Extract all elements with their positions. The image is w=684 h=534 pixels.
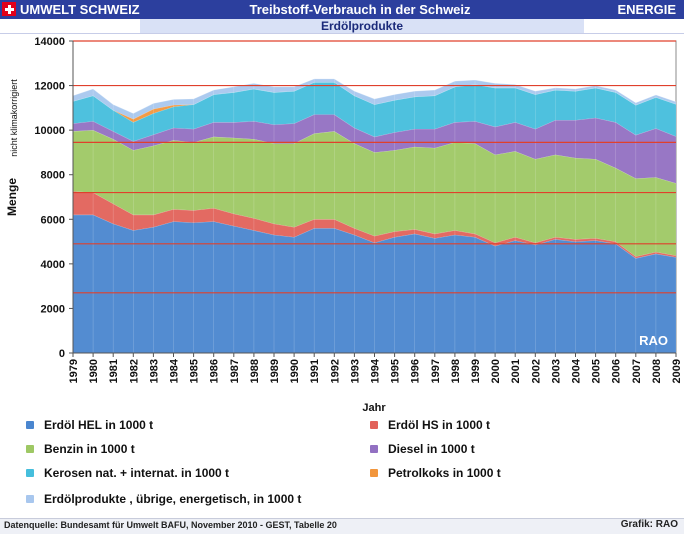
header-divider (0, 33, 684, 34)
x-tick-label: 1991 (309, 359, 321, 383)
x-tick-label: 2002 (530, 359, 542, 383)
legend-label: Diesel in 1000 t (388, 442, 475, 456)
legend-label: Petrolkoks in 1000 t (388, 466, 501, 480)
x-tick-label: 2003 (550, 359, 562, 383)
legend-label: Erdölprodukte , übrige, energetisch, in … (44, 492, 302, 506)
y-axis-title: Menge (5, 178, 19, 216)
x-tick-label: 2000 (490, 359, 502, 383)
area-benzin (73, 130, 676, 257)
x-tick-label: 1983 (148, 359, 160, 383)
x-tick-label: 1990 (289, 359, 301, 383)
x-tick-label: 1979 (68, 359, 80, 383)
area-hs (73, 191, 676, 259)
y-tick-label: 8000 (41, 170, 65, 182)
x-tick-label: 2007 (631, 359, 643, 383)
chart-svg: 0 2000 4000 6000 8000 10000 12000 14000 1979 1980… (5, 36, 683, 414)
legend-swatch (26, 421, 34, 429)
legend: Erdöl HEL in 1000 t Erdöl HS in 1000 t Ben… (0, 408, 684, 518)
x-tick-label: 1994 (370, 358, 382, 383)
chart-subtitle: Erdölprodukte (320, 19, 403, 33)
x-tick-label: 2001 (510, 359, 522, 383)
legend-label: Erdöl HS in 1000 t (388, 418, 491, 432)
x-tick-label: 1989 (269, 359, 281, 383)
x-tick-label: 1984 (169, 358, 181, 383)
y-tick-label: 4000 (41, 259, 65, 271)
y-tick-label: 10000 (34, 125, 65, 137)
x-tick-label: 1997 (430, 359, 442, 383)
x-tick-label: 1982 (128, 359, 140, 383)
legend-item-kerosen: Kerosen nat. + internat. in 1000 t (26, 466, 229, 480)
area-edge-uebrige (72, 78, 677, 114)
legend-swatch (26, 469, 34, 477)
legend-swatch (26, 495, 34, 503)
x-tick-label: 2009 (671, 359, 683, 383)
x-tick-label: 1987 (229, 359, 241, 383)
legend-swatch (370, 445, 378, 453)
data-source: Datenquelle: Bundesamt für Umwelt BAFU, … (4, 520, 337, 530)
area-hel (73, 214, 676, 353)
x-tick-label: 2006 (611, 359, 623, 383)
legend-swatch (370, 469, 378, 477)
x-tick-label: 1996 (410, 359, 422, 383)
legend-swatch (26, 445, 34, 453)
x-axis-title: Jahr (362, 402, 386, 414)
y-tick-label: 14000 (34, 36, 65, 48)
brand-label: UMWELT SCHWEIZ (20, 2, 140, 17)
area-kerosen (73, 82, 676, 142)
y-tick-label: 12000 (34, 81, 65, 93)
x-tick-label: 1985 (189, 359, 201, 383)
legend-item-diesel: Diesel in 1000 t (370, 442, 475, 456)
legend-item-hel: Erdöl HEL in 1000 t (26, 418, 153, 432)
legend-swatch (370, 421, 378, 429)
x-tick-label: 1992 (329, 359, 341, 383)
x-tick-label: 1998 (450, 359, 462, 383)
x-tick-label: 1999 (470, 359, 482, 383)
y-tick-label: 2000 (41, 303, 65, 315)
legend-label: Benzin in 1000 t (44, 442, 135, 456)
graphic-credit: Grafik: RAO (620, 519, 678, 530)
x-tick-label: 2004 (571, 358, 583, 383)
x-tick-label: 1986 (209, 359, 221, 383)
rao-watermark: RAO (639, 333, 668, 348)
x-tick-label: 1995 (390, 359, 402, 383)
x-tick-label: 1981 (108, 359, 120, 383)
x-tick-label: 1988 (249, 359, 261, 383)
x-tick-label: 2005 (591, 359, 603, 383)
area-uebrige (73, 78, 676, 119)
x-tick-label: 1993 (349, 359, 361, 383)
legend-label: Kerosen nat. + internat. in 1000 t (44, 466, 230, 480)
area-diesel (73, 114, 676, 184)
legend-item-petrolkoks: Petrolkoks in 1000 t (370, 466, 501, 480)
swiss-flag-icon (2, 2, 16, 16)
header-bar: UMWELT SCHWEIZ Treibstoff-Verbrauch in d… (0, 0, 684, 19)
section-label: ENERGIE (617, 2, 676, 17)
y-tick-label: 6000 (41, 214, 65, 226)
y-axis-note: nicht klimakorrigiert (9, 79, 19, 157)
x-tick-label: 1980 (88, 359, 100, 383)
legend-item-hs: Erdöl HS in 1000 t (370, 418, 490, 432)
legend-label: Erdöl HEL in 1000 t (44, 418, 154, 432)
footer: Datenquelle: Bundesamt für Umwelt BAFU, … (0, 518, 684, 534)
y-tick-label: 0 (59, 348, 65, 360)
x-tick-label: 2008 (651, 359, 663, 383)
legend-item-benzin: Benzin in 1000 t (26, 442, 135, 456)
page-title: Treibstoff-Verbrauch in der Schweiz (249, 2, 471, 17)
legend-item-uebrige: Erdölprodukte , übrige, energetisch, in … (26, 492, 301, 506)
